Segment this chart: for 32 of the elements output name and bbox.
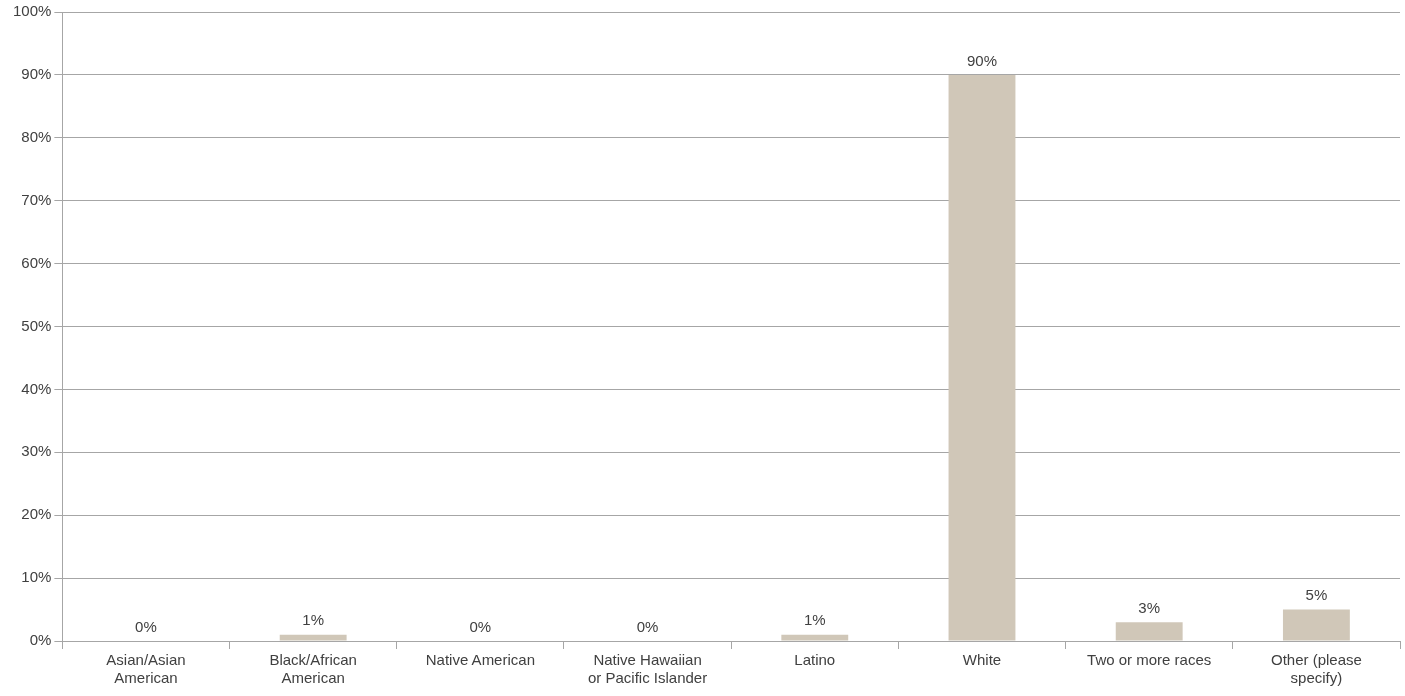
y-tick-label: 80% [21,127,52,145]
x-tick-label: Latino [794,651,836,669]
y-tick-label: 100% [12,2,52,20]
data-label: 0% [135,617,157,635]
bar [1115,622,1183,641]
bar [279,634,347,641]
x-tick-label: Black/African American [269,651,357,687]
y-tick-label: 10% [21,568,52,586]
data-label: 1% [803,611,826,629]
y-tick-label: 50% [21,316,52,334]
bar [948,74,1016,641]
data-label: 5% [1305,586,1328,604]
y-tick-label: 0% [29,631,52,649]
x-tick-label: White [962,651,1002,669]
x-tick-label: Native American [425,651,535,669]
bar [1282,609,1350,641]
bar [781,634,849,641]
data-label: 90% [966,51,997,69]
x-tick-label: Two or more races [1087,651,1212,669]
y-tick-label: 30% [21,442,52,460]
x-tick-label: Native Hawaiian or Pacific Islander [587,651,708,687]
y-tick-label: 70% [21,190,52,208]
y-tick-label: 40% [21,379,52,397]
y-tick-label: 20% [21,505,52,523]
data-label: 0% [636,617,659,635]
data-label: 1% [302,611,325,629]
data-label: 3% [1138,598,1161,616]
x-tick-label: Other (please specify) [1270,651,1362,687]
y-tick-label: 60% [21,253,52,271]
y-tick-label: 90% [21,65,52,83]
x-tick-label: Asian/Asian American [106,651,186,687]
data-label: 0% [469,617,492,635]
